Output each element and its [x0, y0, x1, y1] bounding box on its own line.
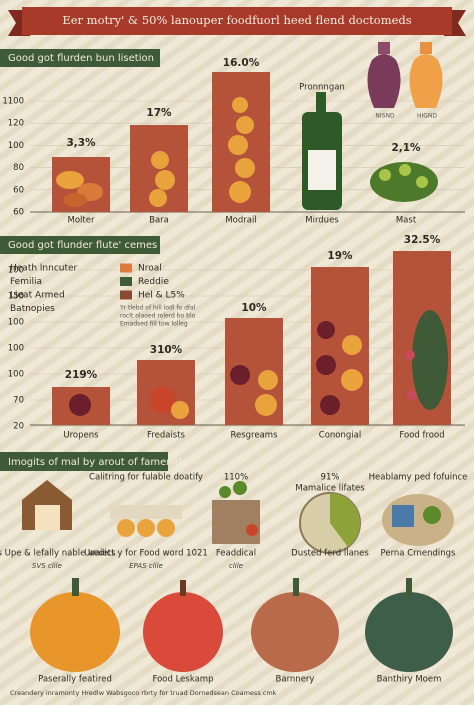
note-label: Batnopies: [10, 304, 55, 314]
banner: Eer motry' & 50% lanouper foodfuorl heed…: [8, 7, 466, 36]
note-label: Femilia: [10, 277, 42, 287]
footer: Creandery inramonty Hredlw Wabsgoco rbrt…: [10, 689, 277, 697]
pumpkins: [30, 578, 453, 672]
legend-label: Reddie: [138, 277, 169, 287]
y-tick-label: 70: [13, 396, 24, 406]
note-label: Lieat Armed: [10, 291, 65, 301]
bars: [52, 251, 451, 425]
category-label: Modrail: [225, 216, 256, 226]
section-title: Imogits of mal by arout of famenids: [8, 457, 187, 468]
jars: [367, 42, 443, 108]
pumpkin-label: Food Leskamp: [153, 675, 214, 685]
value-label: 310%: [150, 344, 183, 356]
bush: [370, 162, 438, 202]
value-label: 16.0%: [223, 57, 260, 69]
bars: [52, 42, 443, 212]
y-tick-label: 100: [8, 370, 24, 380]
value-label: 19%: [327, 250, 353, 262]
section-header: [0, 452, 168, 471]
item-caption: Uredict y for Food word 1021: [84, 549, 208, 559]
item-caption: Feaddical: [216, 549, 256, 559]
jar-label: NISND: [375, 113, 395, 120]
category-label: Fredaists: [147, 431, 186, 441]
legend-label: Hel & L5%: [138, 291, 185, 301]
legend-label: Nroal: [138, 264, 162, 274]
category-label: Conongial: [319, 431, 361, 441]
jar-label: HIGND: [417, 113, 437, 120]
value-label: 219%: [65, 369, 98, 381]
y-tick-label: 100: [8, 266, 24, 276]
banner-title: Eer motry' & 50% lanouper foodfuorl heed…: [62, 13, 411, 27]
item-note: SVS clile: [32, 562, 62, 570]
category-label: Uropens: [63, 431, 99, 441]
y-tick-label: 100: [8, 141, 24, 151]
item-subheading: Mamalice lifates: [295, 484, 365, 494]
y-tick-label: 150: [8, 292, 24, 302]
y-tick-label: 100: [8, 344, 24, 354]
food-illustration: [69, 310, 448, 419]
fine-print: roclt olaoed rolerd bo blo: [120, 313, 196, 320]
pumpkin-label: Banthiry Moem: [377, 675, 442, 685]
section-header: [0, 236, 160, 254]
y-tick-label: 80: [13, 163, 24, 173]
section-title: Good got flunder flute' cemes: [8, 240, 157, 251]
item-caption: Perna Crnendings: [381, 549, 457, 559]
fine-print: Yr tlebd of hill lodl fo dfal: [119, 305, 196, 312]
y-tick-label: 1100: [2, 97, 24, 107]
y-tick-label: 120: [8, 119, 24, 129]
item-heading: 91%: [321, 473, 340, 483]
legend-swatch: [120, 263, 132, 273]
category-label: Resgreams: [230, 431, 278, 441]
bottle-caption: Pronnngan: [299, 83, 345, 93]
section-title: Good got flurden bun lisetion: [8, 53, 154, 64]
icons: [22, 480, 454, 554]
value-label: 3,3%: [66, 137, 96, 149]
category-label: Bara: [149, 216, 169, 226]
item-caption: Dusted ferd llanes: [291, 549, 369, 559]
item-note: EPAS clile: [129, 562, 163, 570]
pumpkin-label: Barnnery: [276, 675, 315, 685]
y-tick-label: 100: [8, 318, 24, 328]
value-label: 32.5%: [404, 234, 441, 246]
bottle: [302, 92, 342, 210]
section-header: [0, 49, 160, 67]
food-illustration: [56, 97, 255, 207]
category-label: Mast: [396, 216, 417, 226]
category-label: Food frood: [399, 431, 444, 441]
pumpkin-label: Paserally featired: [38, 675, 112, 685]
y-tick-label: 60: [13, 185, 24, 195]
fine-print: Emadsed fill tow lolleg: [120, 321, 188, 328]
value-label: 17%: [146, 107, 172, 119]
category-label: Mirdues: [305, 216, 339, 226]
category-label: Molter: [68, 216, 95, 226]
item-note: clile: [229, 562, 243, 570]
value-label: 2,1%: [391, 142, 421, 154]
item-heading: Calitring for fulable doatify: [89, 473, 203, 483]
value-label: 10%: [241, 302, 267, 314]
legend-swatch: [120, 290, 132, 300]
legend-swatch: [120, 277, 132, 286]
note-label: Heath lnncuter: [10, 264, 78, 274]
y-tick-label: 60: [13, 208, 24, 218]
item-heading: Heablamy ped fofuince: [369, 473, 468, 483]
y-tick-label: 20: [13, 422, 24, 432]
item-heading: 110%: [224, 473, 248, 483]
item-caption: Suafs Upe & lefally nable waiets: [0, 549, 116, 559]
